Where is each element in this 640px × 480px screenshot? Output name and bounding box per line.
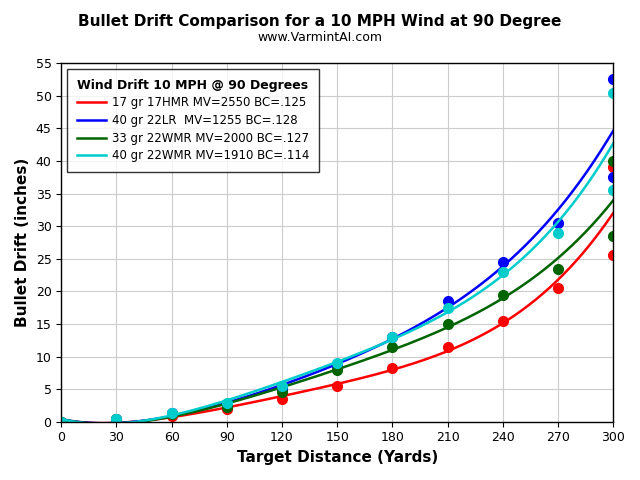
40 gr 22LR  MV=1255 BC=.128 — [125, 420, 133, 425]
17 gr 17HMR MV=2550 BC=.125 — [277, 394, 285, 399]
Y-axis label: Bullet Drift (inches): Bullet Drift (inches) — [15, 158, 30, 327]
33 gr 22WMR MV=2000 BC=.127 — [102, 421, 109, 427]
Line: 33 gr 22WMR MV=2000 BC=.127: 33 gr 22WMR MV=2000 BC=.127 — [61, 201, 613, 424]
33 gr 22WMR MV=2000 BC=.127 — [277, 384, 285, 390]
40 gr 22LR  MV=1255 BC=.128 — [609, 128, 617, 134]
17 gr 17HMR MV=2550 BC=.125 — [125, 419, 133, 425]
Line: 17 gr 17HMR MV=2550 BC=.125: 17 gr 17HMR MV=2550 BC=.125 — [61, 213, 613, 423]
40 gr 22LR  MV=1255 BC=.128 — [239, 395, 246, 401]
40 gr 22WMR MV=1910 BC=.114 — [277, 379, 285, 385]
17 gr 17HMR MV=2550 BC=.125 — [239, 401, 246, 407]
40 gr 22WMR MV=1910 BC=.114 — [609, 141, 617, 146]
33 gr 22WMR MV=2000 BC=.127 — [609, 198, 617, 204]
40 gr 22WMR MV=1910 BC=.114 — [239, 393, 246, 398]
Legend: 17 gr 17HMR MV=2550 BC=.125, 40 gr 22LR  MV=1255 BC=.128, 33 gr 22WMR MV=2000 BC: 17 gr 17HMR MV=2550 BC=.125, 40 gr 22LR … — [67, 69, 319, 172]
Line: 40 gr 22LR  MV=1255 BC=.128: 40 gr 22LR MV=1255 BC=.128 — [61, 131, 613, 423]
33 gr 22WMR MV=2000 BC=.127 — [125, 420, 133, 426]
Text: www.VarmintAI.com: www.VarmintAI.com — [257, 31, 383, 44]
33 gr 22WMR MV=2000 BC=.127 — [239, 396, 246, 402]
40 gr 22WMR MV=1910 BC=.114 — [457, 301, 465, 307]
33 gr 22WMR MV=2000 BC=.127 — [58, 416, 65, 422]
40 gr 22WMR MV=1910 BC=.114 — [460, 300, 468, 305]
40 gr 22LR  MV=1255 BC=.128 — [460, 294, 468, 300]
40 gr 22LR  MV=1255 BC=.128 — [58, 416, 65, 422]
17 gr 17HMR MV=2550 BC=.125 — [58, 417, 65, 423]
40 gr 22LR  MV=1255 BC=.128 — [406, 327, 413, 333]
40 gr 22LR  MV=1255 BC=.128 — [100, 420, 108, 426]
17 gr 17HMR MV=2550 BC=.125 — [457, 343, 465, 348]
40 gr 22WMR MV=1910 BC=.114 — [58, 416, 65, 422]
17 gr 17HMR MV=2550 BC=.125 — [609, 210, 617, 216]
40 gr 22WMR MV=1910 BC=.114 — [125, 420, 133, 425]
17 gr 17HMR MV=2550 BC=.125 — [406, 362, 413, 368]
40 gr 22WMR MV=1910 BC=.114 — [406, 329, 413, 335]
33 gr 22WMR MV=2000 BC=.127 — [457, 318, 465, 324]
X-axis label: Target Distance (Yards): Target Distance (Yards) — [237, 450, 438, 465]
40 gr 22LR  MV=1255 BC=.128 — [457, 296, 465, 301]
17 gr 17HMR MV=2550 BC=.125 — [99, 420, 107, 426]
Text: Bullet Drift Comparison for a 10 MPH Wind at 90 Degree: Bullet Drift Comparison for a 10 MPH Win… — [78, 14, 562, 29]
Line: 40 gr 22WMR MV=1910 BC=.114: 40 gr 22WMR MV=1910 BC=.114 — [61, 144, 613, 424]
33 gr 22WMR MV=2000 BC=.127 — [460, 317, 468, 323]
33 gr 22WMR MV=2000 BC=.127 — [406, 340, 413, 346]
17 gr 17HMR MV=2550 BC=.125 — [460, 341, 468, 347]
40 gr 22WMR MV=1910 BC=.114 — [100, 421, 108, 427]
40 gr 22LR  MV=1255 BC=.128 — [277, 383, 285, 388]
